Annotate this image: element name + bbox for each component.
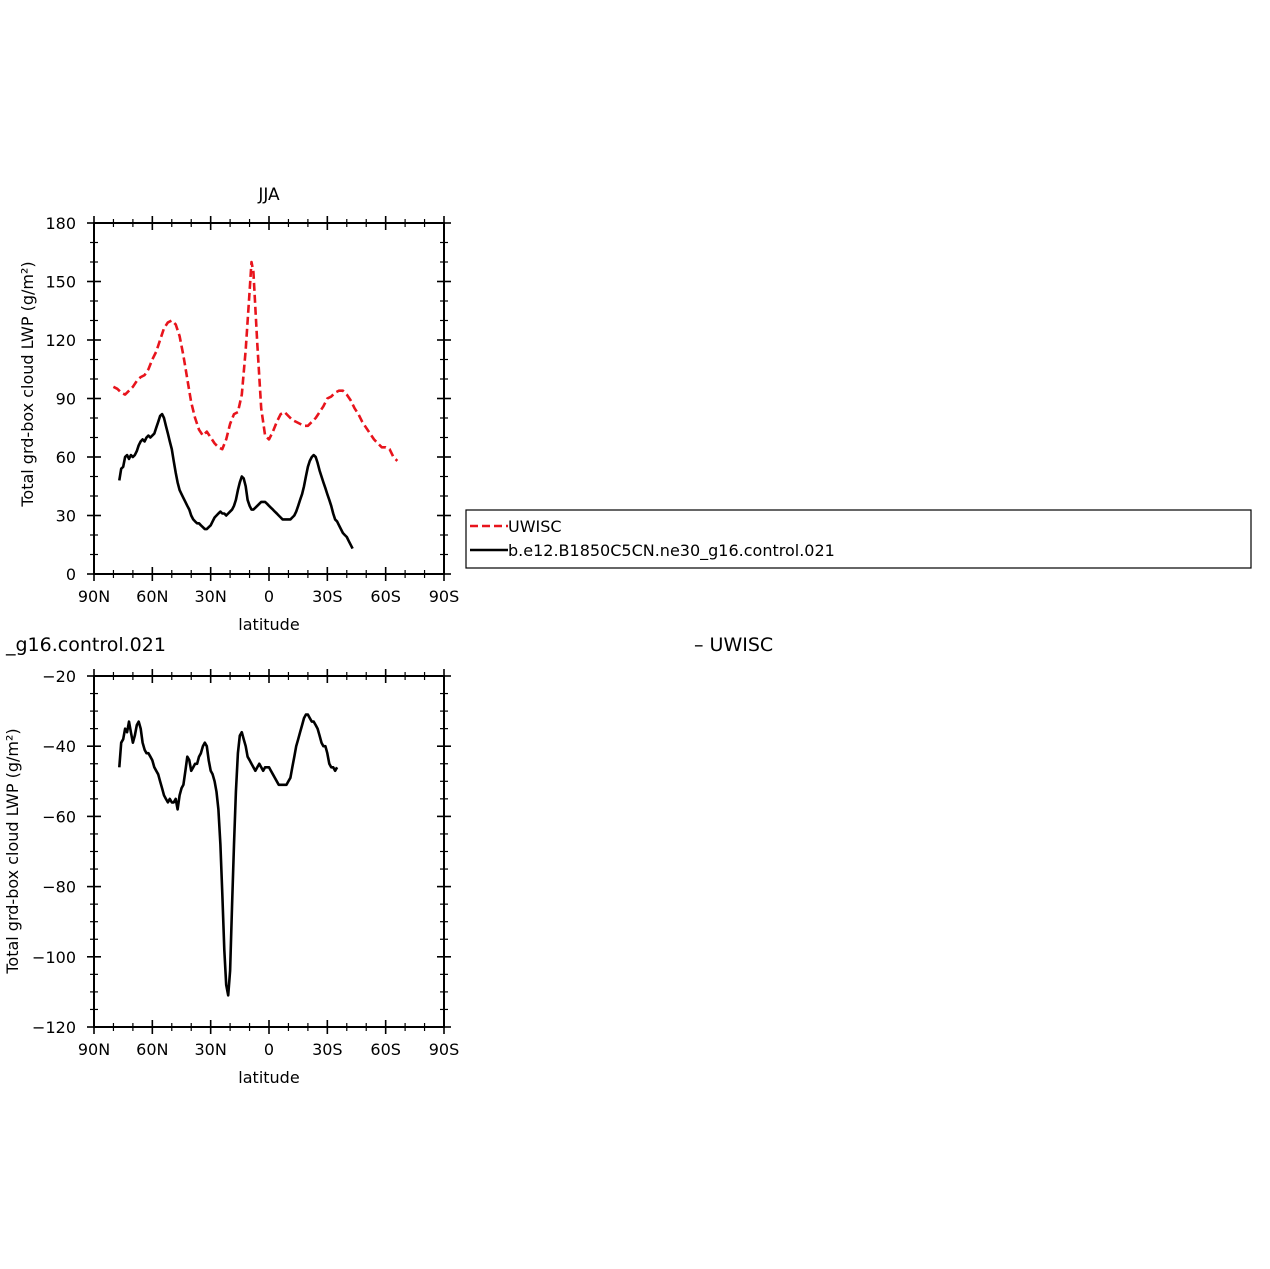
y-tick-label: 120 [45,331,76,350]
bottom-chart-xlabel: latitude [238,1068,299,1087]
bottom-chart-right-title: – UWISC [694,634,773,656]
y-tick-label: 60 [56,448,76,467]
bottom-chart-title: _g16.control.021 [5,634,166,656]
bottom-chart: _g16.control.021 – UWISC 90N 60N 30N 0 30S 60… [3,634,773,1087]
x-tick-label: 90S [429,1040,460,1059]
bottom-chart-ticks: 90N 60N 30N 0 30S 60S 90S −120 −100 −80 −60 −40 −20 [32,667,459,1059]
x-tick-label: 90N [78,1040,110,1059]
top-chart-frame [93,222,445,575]
y-tick-label: 30 [56,507,76,526]
top-chart-ylabel: Total grd-box cloud LWP (g/m²) [18,261,37,507]
x-tick-label: 60N [136,1040,168,1059]
x-tick-label: 60S [370,587,401,606]
bottom-chart-frame [93,675,445,1028]
x-tick-label: 90N [78,587,110,606]
legend-item-control: b.e12.B1850C5CN.ne30_g16.control.021 [508,541,835,561]
y-tick-label: 0 [66,565,76,584]
x-tick-label: 30N [195,587,227,606]
y-tick-label: 150 [45,273,76,292]
x-tick-label: 90S [429,587,460,606]
y-tick-label: −80 [42,878,76,897]
x-tick-label: 30S [312,587,343,606]
x-tick-label: 30N [195,1040,227,1059]
y-tick-label: 180 [45,214,76,233]
bottom-chart-ylabel: Total grd-box cloud LWP (g/m²) [3,728,22,974]
top-chart: JJA 90N 60N 30N 0 30S 60S 90S0306090120150180 … [18,185,459,634]
x-tick-label: 0 [264,587,274,606]
bottom-chart-lines [118,713,339,997]
y-tick-label: 90 [56,390,76,409]
top-chart-lines [112,260,399,550]
x-tick-label: 30S [312,1040,343,1059]
control-series-line [118,412,354,550]
legend-item-uwisc: UWISC [508,517,562,536]
top-chart-xlabel: latitude [238,615,299,634]
uwisc-series-line [112,260,399,462]
y-tick-label: −20 [42,667,76,686]
y-tick-label: −100 [32,948,76,967]
x-tick-label: 0 [264,1040,274,1059]
legend: UWISC b.e12.B1850C5CN.ne30_g16.control.0… [465,509,1252,569]
y-tick-label: −120 [32,1018,76,1037]
y-tick-label: −40 [42,737,76,756]
top-chart-title: JJA [257,185,280,205]
control-series-line [118,713,339,997]
x-tick-label: 60N [136,587,168,606]
x-tick-label: 60S [370,1040,401,1059]
y-tick-label: −60 [42,807,76,826]
legend-box [465,509,1252,569]
